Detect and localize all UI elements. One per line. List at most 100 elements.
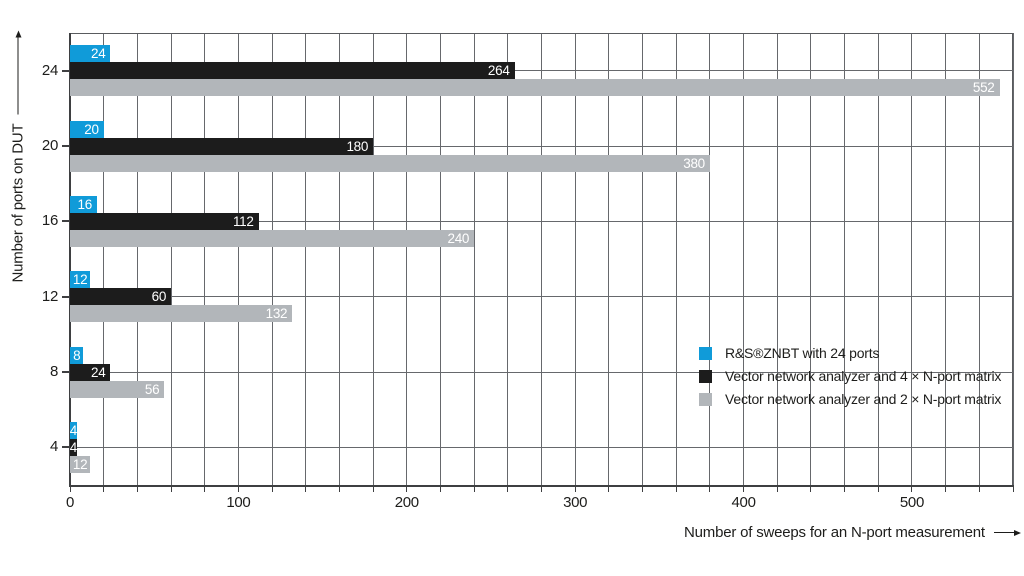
x-axis-line [69,485,1014,487]
y-axis-arrow-line [17,37,19,115]
gridline-horizontal [70,371,1013,373]
gridline-vertical [237,33,239,485]
plot-border-top [70,33,1013,34]
x-tick-mark [945,487,947,492]
bar-vector-network-analyzer-and-2-n-port-matrix: 552 [70,79,1000,97]
gridline-vertical [810,33,812,485]
gridline-vertical [877,33,879,485]
gridline-vertical [439,33,441,485]
y-axis-title: Number of ports on DUT [9,30,27,283]
bar-value-label: 112 [232,213,254,229]
y-axis-arrow-icon [15,30,21,38]
gridline-vertical [743,33,745,485]
legend-item: R&S®ZNBT with 24 ports [699,346,1001,360]
gridline-vertical [574,33,576,485]
bar-value-label: 16 [77,196,93,212]
x-axis-title: Number of sweeps for an N-port measureme… [684,524,1021,541]
legend-item: Vector network analyzer and 2 × N-port m… [699,392,1001,406]
bar-vector-network-analyzer-and-4-n-port-matrix: 112 [70,212,259,230]
y-tick-label: 20 [41,137,58,154]
y-tick-mark [62,295,69,298]
x-tick-mark [338,487,340,492]
gridline-horizontal [70,446,1013,448]
x-tick-mark [877,487,879,492]
y-tick-mark [62,371,69,373]
gridline-vertical [507,33,509,485]
x-tick-mark [473,487,475,492]
gridline-vertical [136,33,138,485]
x-tick-mark [743,487,745,492]
gridline-vertical [541,33,542,485]
x-tick-mark [69,487,71,492]
bar-vector-network-analyzer-and-2-n-port-matrix: 12 [70,455,91,473]
gridline-vertical [675,33,677,485]
x-tick-mark [170,487,172,492]
bar-value-label: 4 [69,439,78,455]
bar-value-label: 8 [73,347,81,363]
bar-value-label: 240 [447,230,470,246]
gridline-vertical [473,33,475,485]
x-tick-mark [709,487,711,492]
bar-vector-network-analyzer-and-2-n-port-matrix: 132 [70,305,293,323]
x-tick-label: 0 [65,494,75,511]
legend-label: Vector network analyzer and 4 × N-port m… [725,368,1002,384]
gridline-vertical [170,33,172,485]
gridline-vertical [608,33,610,485]
x-tick-mark [608,487,610,492]
x-tick-label: 500 [899,494,925,511]
x-tick-mark [406,487,408,492]
x-tick-label: 400 [731,494,756,511]
gridline-vertical [844,33,846,485]
x-tick-mark [103,487,105,492]
y-axis-title-text: Number of ports on DUT [9,123,27,283]
x-tick-mark [844,487,846,492]
legend: R&S®ZNBT with 24 ports Vector network ana… [699,346,1001,415]
bar-value-label: 180 [346,138,369,154]
x-tick-mark [204,487,206,492]
x-tick-mark [776,487,778,492]
y-tick-label: 4 [49,438,58,456]
gridline-vertical [709,33,711,485]
gridline-vertical [103,33,105,485]
y-axis-line [69,33,71,487]
bar-vector-network-analyzer-and-2-n-port-matrix: 56 [70,380,165,398]
bar-r-s-znbt-with-24-ports: 20 [70,120,104,138]
gridline-vertical [945,33,947,485]
gridline-vertical [1012,33,1014,485]
gridline-horizontal [70,296,1013,298]
gridline-vertical [642,33,644,485]
bar-value-label: 56 [144,381,160,397]
gridline-vertical [204,33,206,485]
y-tick-mark [62,446,69,449]
gridline-vertical [978,33,980,485]
y-tick-mark [62,145,69,147]
bar-value-label: 264 [487,63,510,79]
x-tick-mark [978,487,980,492]
x-tick-label: 300 [563,494,588,511]
gridline-vertical [372,33,374,485]
y-tick-label: 12 [41,287,58,305]
x-tick-mark [810,487,812,492]
bar-value-label: 4 [69,422,78,438]
bar-value-label: 24 [90,364,106,380]
bar-r-s-znbt-with-24-ports: 8 [70,346,84,364]
y-tick-label: 8 [49,363,58,380]
bar-vector-network-analyzer-and-4-n-port-matrix: 180 [70,137,374,155]
x-axis-arrow-line [993,532,1014,533]
y-tick-label: 16 [41,212,58,230]
gridline-vertical [305,33,307,485]
legend-label: Vector network analyzer and 2 × N-port m… [725,391,1002,407]
bar-r-s-znbt-with-24-ports: 16 [70,195,97,213]
gridline-vertical [338,33,340,485]
bar-vector-network-analyzer-and-4-n-port-matrix: 24 [70,363,111,381]
bar-value-label: 380 [683,155,705,171]
x-tick-mark [372,487,374,492]
bar-vector-network-analyzer-and-4-n-port-matrix: 4 [69,438,78,456]
gridline-vertical [406,33,408,485]
x-tick-label: 100 [226,494,251,511]
legend-swatch-icon [699,369,712,383]
bar-vector-network-analyzer-and-4-n-port-matrix: 60 [70,288,172,306]
gridline-vertical [776,33,778,485]
bar-r-s-znbt-with-24-ports: 4 [69,421,78,439]
x-axis-title-text: Number of sweeps for an N-port measureme… [684,524,985,541]
